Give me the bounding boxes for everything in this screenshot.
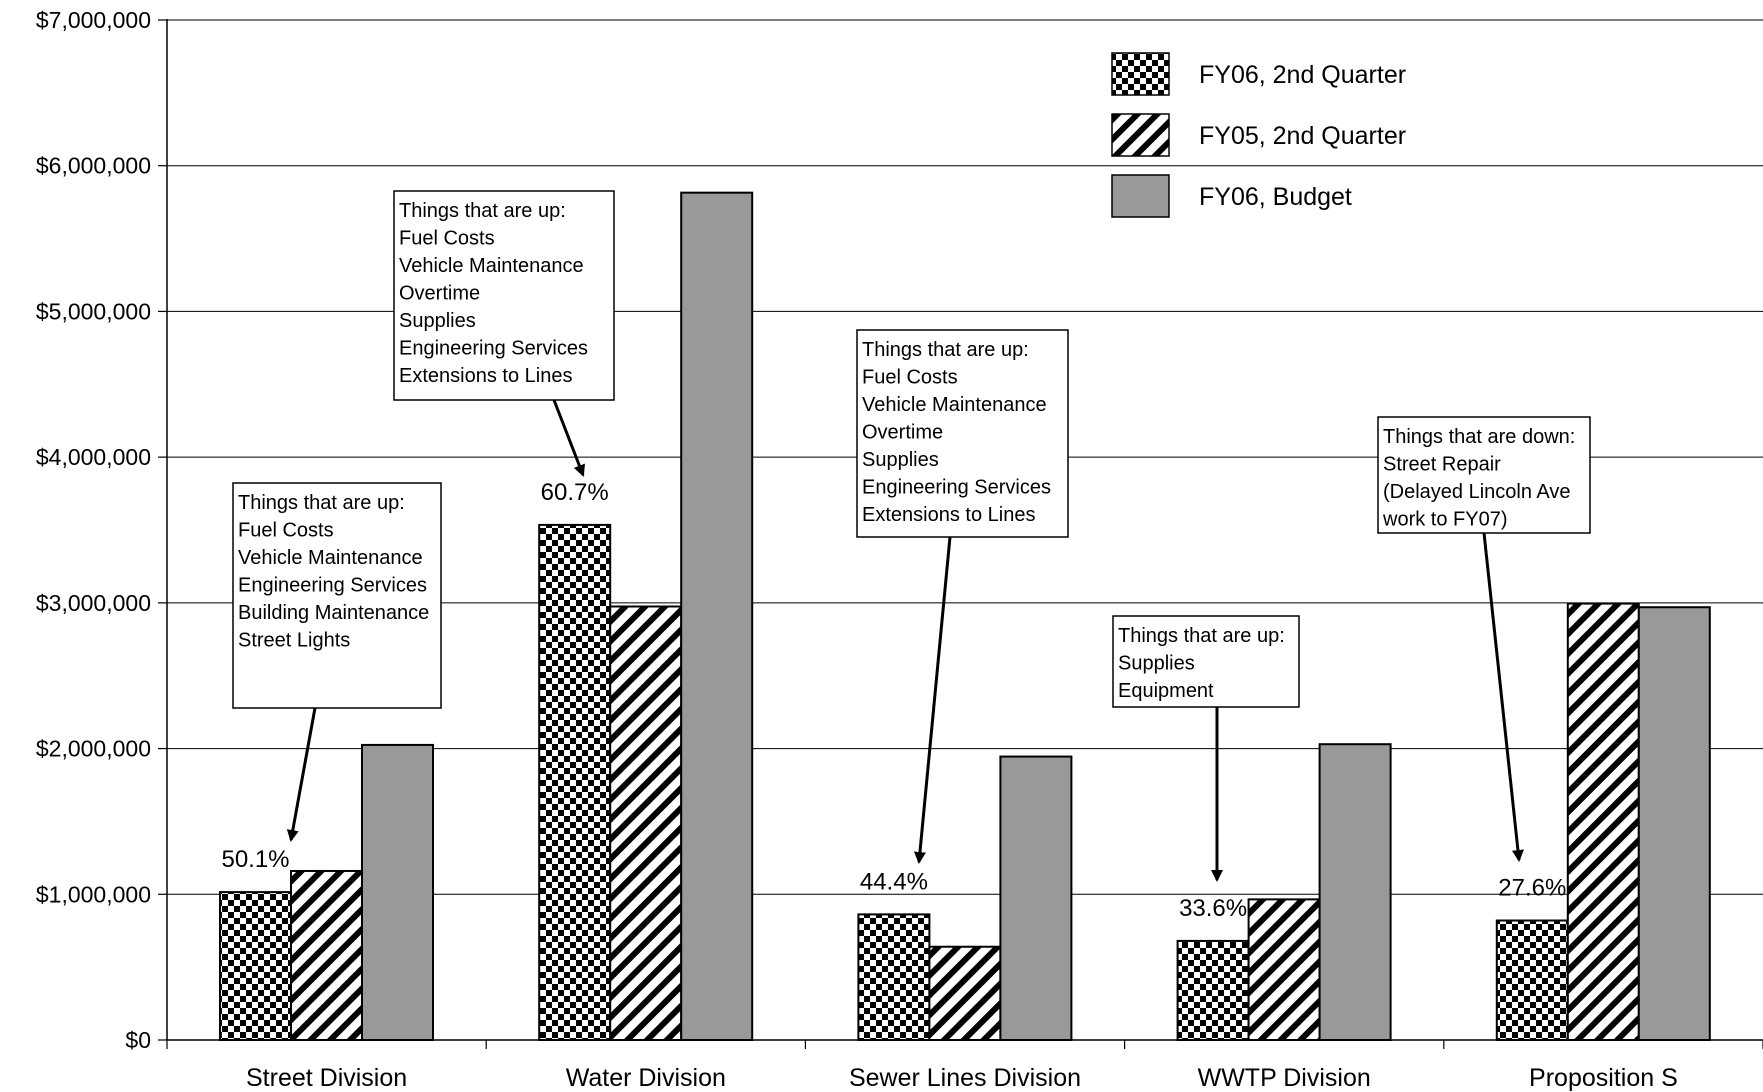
- bars: [219, 191, 1711, 1042]
- callout-arrow: [1482, 532, 1524, 862]
- x-tick-label: Street Division: [246, 1064, 407, 1092]
- callout-text: Fuel Costs: [399, 228, 495, 250]
- callout-text: Fuel Costs: [862, 367, 958, 389]
- callout-arrow: [913, 536, 952, 864]
- x-tick-label: WWTP Division: [1198, 1064, 1371, 1092]
- bar-checker: [1176, 939, 1250, 1042]
- legend-label: FY05, 2nd Quarter: [1199, 122, 1406, 150]
- callout-text: Supplies: [399, 310, 476, 332]
- callout-text: Building Maintenance: [238, 602, 429, 624]
- callout-text: Things that are up:: [862, 339, 1029, 361]
- callout-text: Engineering Services: [238, 575, 427, 597]
- callout-text: Engineering Services: [399, 338, 588, 360]
- bar-checker: [857, 913, 931, 1041]
- callout-arrow: [286, 707, 317, 842]
- bar-diagonal: [1566, 602, 1640, 1041]
- bar-solid: [1318, 743, 1392, 1041]
- callout-text: Overtime: [862, 422, 943, 444]
- bar-diagonal: [928, 945, 1002, 1041]
- x-tick-label: Water Division: [566, 1064, 726, 1092]
- callout-text: Vehicle Maintenance: [399, 255, 584, 277]
- data-labels: 50.1% 60.7% 44.4% 33.6% 27.6%: [221, 479, 1566, 922]
- callout-text: Things that are up:: [1118, 625, 1285, 647]
- bar-checker: [1495, 919, 1569, 1041]
- callout-text: Supplies: [1118, 653, 1195, 675]
- bar-diagonal: [290, 869, 363, 1041]
- x-tick-label: Sewer Lines Division: [849, 1064, 1081, 1092]
- callout-box: [856, 329, 1069, 538]
- bar-diagonal: [1247, 898, 1321, 1042]
- y-tick-label: $0: [125, 1027, 151, 1053]
- callout-arrow: [552, 399, 585, 477]
- data-label: 60.7%: [541, 479, 609, 506]
- callout-text: Vehicle Maintenance: [862, 394, 1047, 416]
- y-tick-label: $3,000,000: [36, 590, 151, 616]
- callout-text: Supplies: [862, 449, 939, 471]
- callout-text: Extensions to Lines: [399, 365, 572, 387]
- legend: FY06, 2nd Quarter FY05, 2nd Quarter FY06, …: [1111, 52, 1406, 218]
- bar-checker: [219, 891, 292, 1041]
- callout-text: Engineering Services: [862, 477, 1051, 499]
- annotations: Things that are up: Fuel Costs Vehicle Mai…: [232, 190, 1591, 882]
- legend-swatch: [1111, 113, 1170, 157]
- callout-text: Vehicle Maintenance: [238, 547, 423, 569]
- data-label: 27.6%: [1498, 875, 1566, 902]
- callout-text: Street Repair: [1383, 454, 1501, 476]
- y-tick-label: $5,000,000: [36, 298, 151, 324]
- callout-text: Street Lights: [238, 630, 350, 652]
- callout-box: [393, 190, 615, 401]
- callout-text: Overtime: [399, 283, 480, 305]
- data-label: 33.6%: [1179, 895, 1247, 922]
- callout-text: Things that are down:: [1383, 426, 1575, 448]
- legend-label: FY06, Budget: [1199, 183, 1352, 211]
- callout-text: (Delayed Lincoln Ave: [1383, 481, 1571, 503]
- bar-checker: [538, 523, 612, 1041]
- y-tick-label: $2,000,000: [36, 736, 151, 762]
- callout-text: Things that are up:: [238, 492, 405, 514]
- axes: $0 $1,000,000 $2,000,000 $3,000,000 $4,000,0…: [36, 7, 1763, 1092]
- data-label: 50.1%: [221, 846, 289, 873]
- bar-solid: [361, 743, 434, 1042]
- y-tick-label: $1,000,000: [36, 881, 151, 907]
- bar-solid: [999, 755, 1073, 1041]
- bar-solid: [1637, 606, 1711, 1041]
- callout-text: Equipment: [1118, 680, 1214, 702]
- bar-diagonal: [609, 605, 683, 1041]
- callout-text: Fuel Costs: [238, 520, 334, 542]
- callout-box: [232, 482, 442, 709]
- callout-box: [1112, 615, 1300, 708]
- legend-label: FY06, 2nd Quarter: [1199, 61, 1406, 89]
- callout-text: work to FY07): [1382, 509, 1507, 531]
- y-tick-label: $6,000,000: [36, 153, 151, 179]
- legend-swatch: [1111, 174, 1170, 218]
- bar-solid: [680, 191, 754, 1041]
- y-tick-label: $4,000,000: [36, 444, 151, 470]
- data-label: 44.4%: [860, 868, 928, 895]
- x-tick-label: Proposition S: [1529, 1064, 1678, 1092]
- legend-swatch: [1111, 52, 1170, 96]
- callout-text: Things that are up:: [399, 200, 566, 222]
- callout-text: Extensions to Lines: [862, 504, 1035, 526]
- y-tick-label: $7,000,000: [36, 7, 151, 33]
